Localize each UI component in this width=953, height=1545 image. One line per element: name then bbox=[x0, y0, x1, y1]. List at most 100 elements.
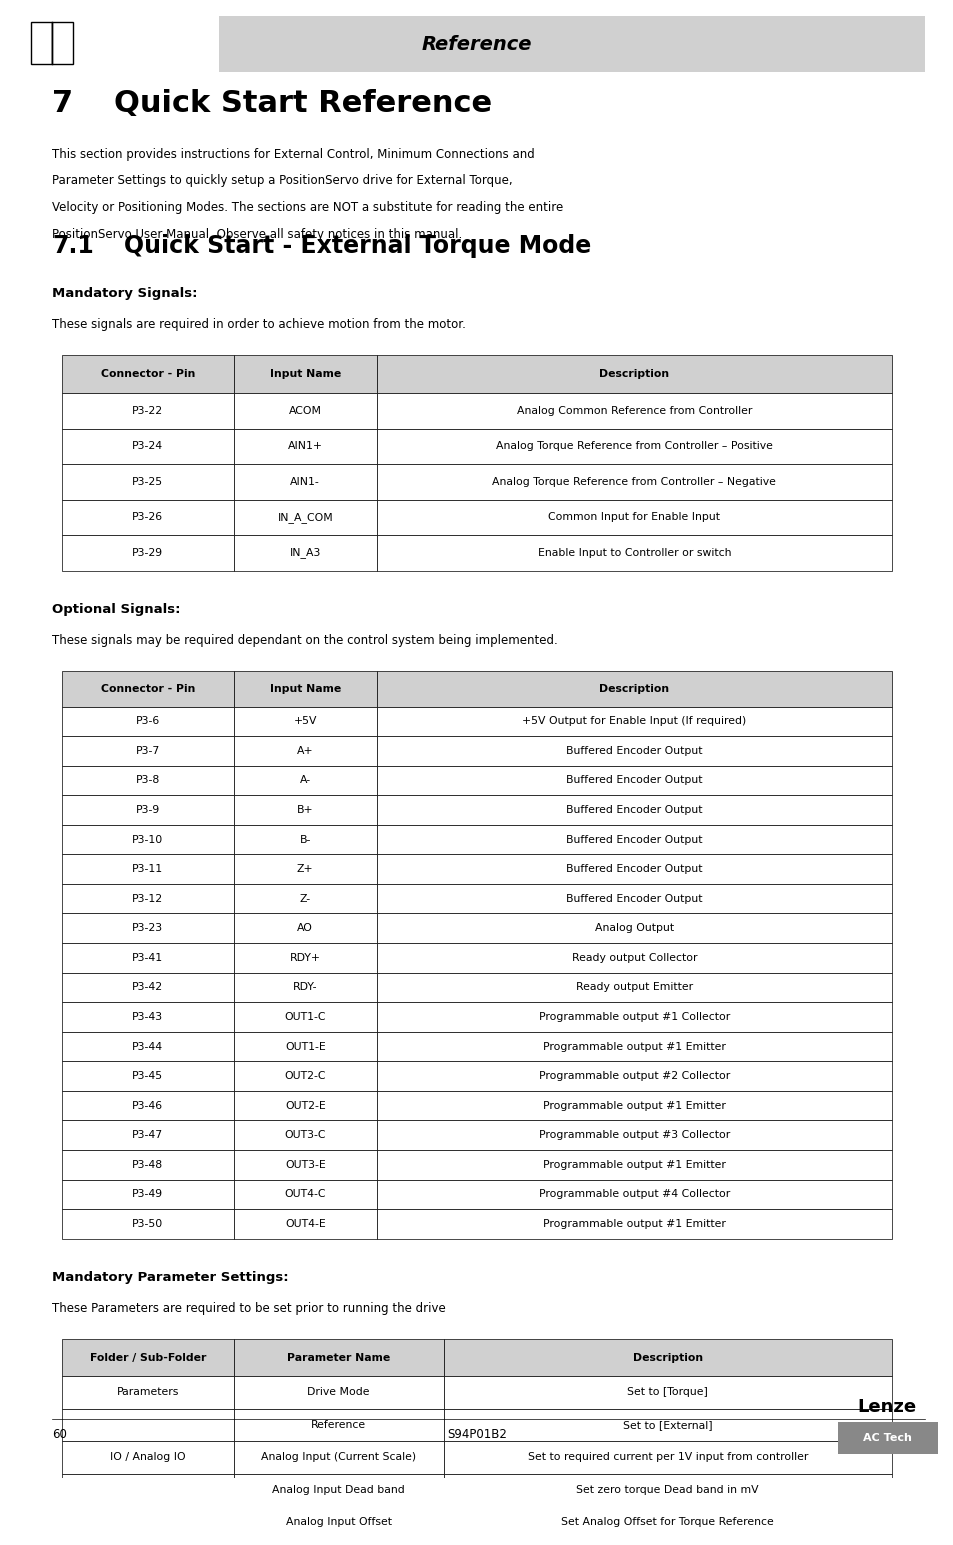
Bar bbox=[233, 1539, 443, 1545]
Bar bbox=[233, 1441, 443, 1474]
Text: AO: AO bbox=[297, 924, 313, 933]
Text: 7: 7 bbox=[52, 88, 73, 117]
Bar bbox=[376, 355, 891, 392]
Text: RDY-: RDY- bbox=[293, 983, 317, 992]
Text: P3-22: P3-22 bbox=[132, 406, 163, 416]
Bar bbox=[62, 796, 233, 825]
Text: P3-41: P3-41 bbox=[132, 953, 163, 963]
Text: P3-7: P3-7 bbox=[135, 746, 160, 756]
Text: Programmable output #3 Collector: Programmable output #3 Collector bbox=[538, 1131, 729, 1140]
Text: Programmable output #4 Collector: Programmable output #4 Collector bbox=[538, 1190, 729, 1199]
Bar bbox=[233, 825, 376, 854]
Bar bbox=[376, 1210, 891, 1239]
Text: Ready output Collector: Ready output Collector bbox=[571, 953, 697, 963]
Bar bbox=[62, 942, 233, 973]
Text: Analog Input Offset: Analog Input Offset bbox=[285, 1517, 392, 1528]
Text: +5V: +5V bbox=[294, 717, 316, 726]
Bar bbox=[233, 1179, 376, 1210]
Text: ACOM: ACOM bbox=[289, 406, 321, 416]
Text: Input Name: Input Name bbox=[270, 684, 340, 694]
Text: Programmable output #1 Emitter: Programmable output #1 Emitter bbox=[542, 1041, 725, 1052]
Text: Set to [Torque]: Set to [Torque] bbox=[627, 1387, 707, 1397]
Bar bbox=[62, 973, 233, 1003]
Bar bbox=[443, 1409, 891, 1441]
Bar bbox=[376, 671, 891, 706]
Bar bbox=[376, 1149, 891, 1179]
Bar bbox=[62, 464, 233, 499]
Bar bbox=[376, 735, 891, 766]
Text: P3-23: P3-23 bbox=[132, 924, 163, 933]
Bar bbox=[443, 1474, 891, 1506]
Bar bbox=[233, 535, 376, 570]
Bar bbox=[62, 1340, 233, 1377]
Text: P3-12: P3-12 bbox=[132, 893, 163, 904]
Bar bbox=[62, 766, 233, 796]
Bar bbox=[62, 1210, 233, 1239]
Bar bbox=[233, 913, 376, 942]
Bar bbox=[62, 1003, 233, 1032]
Bar bbox=[233, 464, 376, 499]
Bar bbox=[62, 1539, 233, 1545]
Text: 60: 60 bbox=[52, 1428, 68, 1441]
Bar bbox=[30, 22, 51, 63]
Bar bbox=[443, 1377, 891, 1409]
Bar bbox=[376, 1003, 891, 1032]
Text: Connector - Pin: Connector - Pin bbox=[101, 369, 194, 379]
Text: P3-49: P3-49 bbox=[132, 1190, 163, 1199]
Bar bbox=[62, 1377, 233, 1409]
Text: AC Tech: AC Tech bbox=[862, 1434, 911, 1443]
Text: A-: A- bbox=[299, 776, 311, 785]
Bar bbox=[52, 22, 73, 63]
Text: Buffered Encoder Output: Buffered Encoder Output bbox=[565, 864, 702, 874]
Text: Description: Description bbox=[632, 1353, 702, 1363]
Bar bbox=[62, 854, 233, 884]
Bar bbox=[62, 706, 233, 735]
Text: P3-11: P3-11 bbox=[132, 864, 163, 874]
Bar bbox=[62, 913, 233, 942]
Text: Optional Signals:: Optional Signals: bbox=[52, 603, 181, 616]
Bar bbox=[233, 942, 376, 973]
Text: Analog Torque Reference from Controller – Negative: Analog Torque Reference from Controller … bbox=[492, 477, 776, 487]
Text: P3-45: P3-45 bbox=[132, 1071, 163, 1082]
Text: P3-26: P3-26 bbox=[132, 513, 163, 522]
Text: These signals are required in order to achieve motion from the motor.: These signals are required in order to a… bbox=[52, 318, 466, 331]
Bar bbox=[376, 1091, 891, 1120]
Bar bbox=[376, 428, 891, 464]
Bar bbox=[376, 766, 891, 796]
Bar bbox=[233, 428, 376, 464]
Text: P3-8: P3-8 bbox=[135, 776, 160, 785]
Text: Z-: Z- bbox=[299, 893, 311, 904]
Bar bbox=[376, 392, 891, 428]
Bar bbox=[233, 499, 376, 535]
Text: B-: B- bbox=[299, 834, 311, 845]
Bar bbox=[376, 499, 891, 535]
Text: IO / Analog IO: IO / Analog IO bbox=[110, 1452, 186, 1463]
Text: Reference: Reference bbox=[311, 1420, 366, 1431]
Text: Parameter Name: Parameter Name bbox=[287, 1353, 390, 1363]
Text: Parameter Settings to quickly setup a PositionServo drive for External Torque,: Parameter Settings to quickly setup a Po… bbox=[52, 175, 513, 187]
Bar bbox=[62, 1091, 233, 1120]
Bar bbox=[233, 671, 376, 706]
Text: B+: B+ bbox=[296, 805, 314, 816]
Bar bbox=[62, 825, 233, 854]
Bar bbox=[233, 706, 376, 735]
Text: These Parameters are required to be set prior to running the drive: These Parameters are required to be set … bbox=[52, 1302, 446, 1315]
Bar bbox=[62, 499, 233, 535]
Text: Analog Common Reference from Controller: Analog Common Reference from Controller bbox=[517, 406, 751, 416]
Bar bbox=[62, 1506, 233, 1539]
Text: Set to [External]: Set to [External] bbox=[622, 1420, 712, 1431]
Text: P3-42: P3-42 bbox=[132, 983, 163, 992]
Bar bbox=[233, 392, 376, 428]
Bar bbox=[62, 1179, 233, 1210]
Text: PositionServo User Manual. Observe all safety notices in this manual.: PositionServo User Manual. Observe all s… bbox=[52, 227, 462, 241]
Text: Ready output Emitter: Ready output Emitter bbox=[576, 983, 692, 992]
Bar bbox=[233, 854, 376, 884]
Bar bbox=[233, 884, 376, 913]
Bar bbox=[376, 1061, 891, 1091]
Bar bbox=[376, 913, 891, 942]
Text: Mandatory Parameter Settings:: Mandatory Parameter Settings: bbox=[52, 1272, 289, 1284]
Text: Analog Torque Reference from Controller – Positive: Analog Torque Reference from Controller … bbox=[496, 442, 772, 451]
Text: P3-29: P3-29 bbox=[132, 548, 163, 558]
Text: A+: A+ bbox=[296, 746, 314, 756]
Bar bbox=[62, 671, 233, 706]
